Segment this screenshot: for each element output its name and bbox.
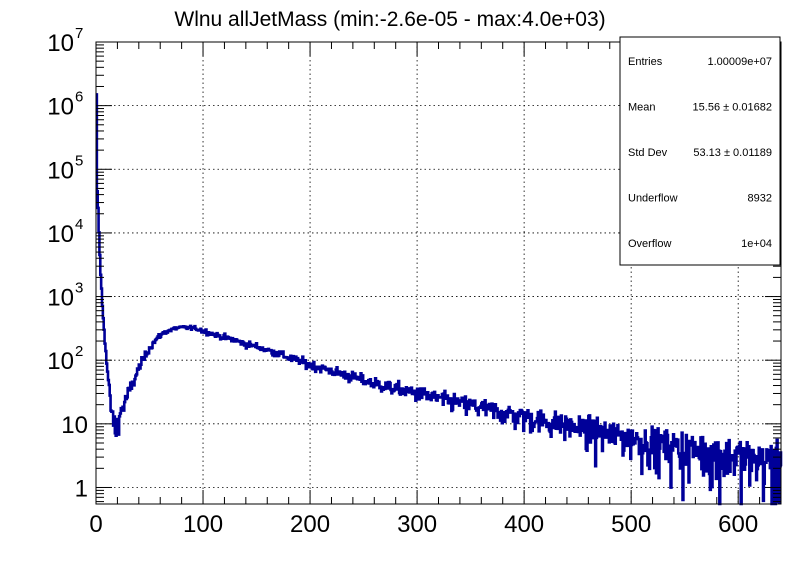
y-tick-exponent: 4 bbox=[75, 216, 83, 233]
chart-title: Wlnu allJetMass (min:-2.6e-05 - max:4.0e… bbox=[174, 8, 605, 31]
x-tick-label: 100 bbox=[183, 511, 223, 538]
y-tick-exponent: 3 bbox=[75, 280, 83, 297]
x-tick-label: 500 bbox=[611, 511, 651, 538]
stats-label: Underflow bbox=[628, 193, 678, 205]
x-tick-label: 400 bbox=[504, 511, 544, 538]
stats-box: Entries 1.00009e+07 Mean 15.56 ± 0.01682 Std… bbox=[619, 36, 781, 266]
y-tick-label: 10 bbox=[47, 30, 74, 57]
histogram-series bbox=[95, 93, 783, 506]
x-tick-label: 200 bbox=[290, 511, 330, 538]
stats-value: 1.00009e+07 bbox=[707, 56, 772, 68]
histogram-line bbox=[95, 93, 783, 506]
stats-label: Overflow bbox=[628, 238, 671, 250]
y-tick-label: 10 bbox=[61, 412, 88, 439]
y-tick-label: 1 bbox=[75, 475, 88, 502]
stats-value: 1e+04 bbox=[741, 238, 772, 250]
y-tick-label: 10 bbox=[47, 157, 74, 184]
stats-label: Std Dev bbox=[628, 147, 668, 159]
y-tick-label: 10 bbox=[47, 348, 74, 375]
stats-value: 53.13 ± 0.01189 bbox=[693, 147, 772, 159]
y-tick-exponent: 7 bbox=[75, 25, 83, 42]
y-tick-label: 10 bbox=[47, 285, 74, 312]
y-tick-exponent: 6 bbox=[75, 89, 83, 106]
y-tick-exponent: 2 bbox=[75, 343, 83, 360]
y-tick-exponent: 5 bbox=[75, 152, 83, 169]
y-tick-label: 10 bbox=[47, 94, 74, 121]
stats-box-frame bbox=[619, 36, 781, 266]
stats-value: 8932 bbox=[748, 193, 772, 205]
stats-value: 15.56 ± 0.01682 bbox=[693, 102, 772, 114]
grid-lines bbox=[96, 42, 781, 504]
x-tick-label: 600 bbox=[718, 511, 758, 538]
stats-label: Mean bbox=[628, 102, 656, 114]
x-tick-label: 0 bbox=[89, 511, 102, 538]
y-tick-label: 10 bbox=[47, 221, 74, 248]
stats-label: Entries bbox=[628, 56, 663, 68]
x-tick-label: 300 bbox=[397, 511, 437, 538]
